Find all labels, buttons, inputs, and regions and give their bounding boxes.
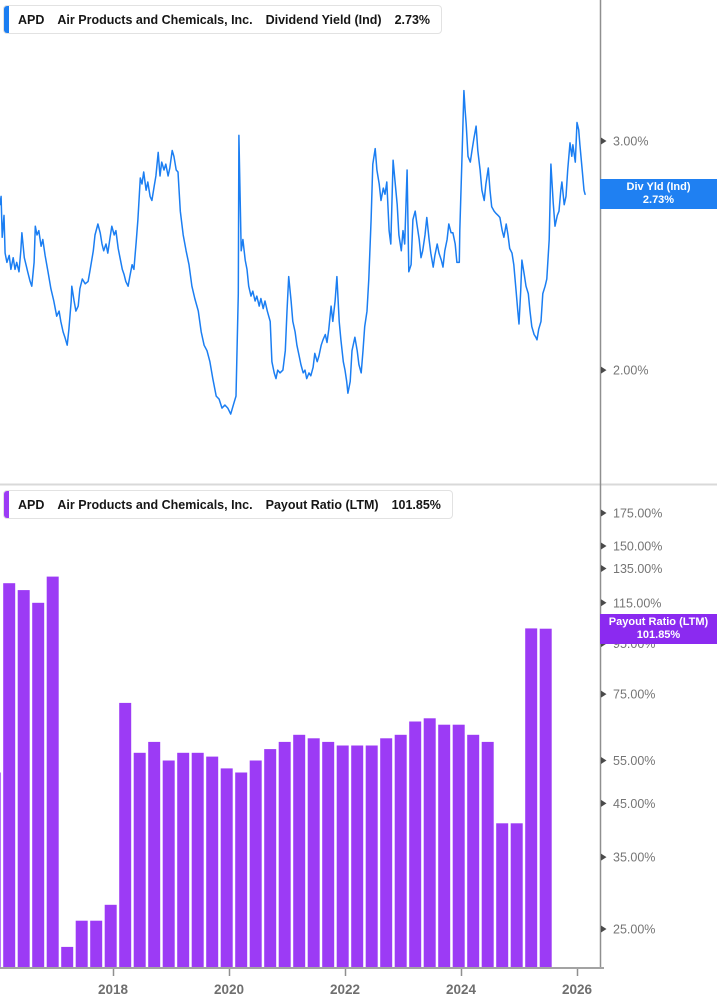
payout-bar-2024-q1 xyxy=(467,734,480,967)
yield-axis-tick-label-2.00%: 2.00% xyxy=(613,364,648,378)
axis-chip-line1: Div Yld (Ind) xyxy=(626,181,691,193)
payout-axis-tick-marker xyxy=(601,509,607,517)
payout-bar-2019-q4 xyxy=(220,768,233,967)
payout-bar-2022-q1 xyxy=(351,745,364,967)
purple-accent-bar xyxy=(4,491,9,518)
payout-axis-tick-marker xyxy=(601,599,607,607)
payout-axis-tick-marker xyxy=(601,853,607,861)
payout-bar-2018-q2 xyxy=(133,752,146,967)
axis-chip-line2: 2.73% xyxy=(642,194,675,206)
yield-axis-tick-marker xyxy=(601,137,607,145)
payout-bar-2024-q4 xyxy=(510,823,523,967)
payout-axis-tick-marker xyxy=(601,799,607,807)
bottom-chart-legend-chip[interactable]: APD Air Products and Chemicals, Inc. Pay… xyxy=(3,490,453,519)
payout-axis-tick-marker xyxy=(601,756,607,764)
year-tick-label-2018: 2018 xyxy=(98,982,129,997)
payout-bar-2025-q1 xyxy=(525,628,538,967)
metric-value: 2.73% xyxy=(394,12,431,27)
payout-bar-2021-q4 xyxy=(336,745,349,967)
year-tick-label-2022: 2022 xyxy=(330,982,360,997)
payout-bar-2015-q4 xyxy=(0,772,1,967)
payout-bar-2022-q4 xyxy=(394,734,407,967)
payout-axis-tick-label-175.00%: 175.00% xyxy=(613,507,662,521)
company-label: Air Products and Chemicals, Inc. xyxy=(57,497,253,512)
ticker-label: APD xyxy=(18,12,45,27)
axis-chip-line1: Payout Ratio (LTM) xyxy=(608,616,709,628)
payout-bar-2024-q3 xyxy=(496,823,509,967)
payout-bar-2022-q2 xyxy=(365,745,378,967)
dividend-yield-series xyxy=(0,89,586,415)
payout-bar-2017-q3 xyxy=(90,920,103,967)
payout-bar-2018-q1 xyxy=(119,702,132,967)
payout-axis-tick-label-75.00%: 75.00% xyxy=(613,688,655,702)
yield-axis-tick-marker xyxy=(601,366,607,374)
blue-accent-bar xyxy=(4,6,9,33)
payout-bar-2016-q4 xyxy=(46,576,59,967)
payout-bar-2018-q4 xyxy=(162,760,175,967)
payout-ratio-axis-chip: Payout Ratio (LTM) 101.85% xyxy=(600,614,717,644)
year-tick-label-2024: 2024 xyxy=(446,982,477,997)
payout-bar-2021-q2 xyxy=(307,738,320,967)
yield-axis-tick-label-3.00%: 3.00% xyxy=(613,135,648,149)
payout-bar-2019-q1 xyxy=(177,752,190,967)
payout-axis-tick-marker xyxy=(601,542,607,550)
axis-chip-line2: 101.85% xyxy=(636,629,681,641)
metric-label: Dividend Yield (Ind) xyxy=(265,12,382,27)
payout-bar-2023-q4 xyxy=(452,724,465,967)
payout-bar-2023-q1 xyxy=(409,721,422,967)
company-label: Air Products and Chemicals, Inc. xyxy=(57,12,253,27)
payout-axis-tick-label-55.00%: 55.00% xyxy=(613,754,655,768)
payout-bar-2025-q2 xyxy=(539,628,552,967)
payout-bar-2016-q3 xyxy=(32,602,45,967)
payout-bar-2018-q3 xyxy=(148,741,161,967)
payout-bar-2016-q1 xyxy=(3,583,16,967)
payout-axis-tick-marker xyxy=(601,564,607,572)
payout-bar-2017-q4 xyxy=(104,904,117,967)
payout-bar-2019-q2 xyxy=(191,752,204,967)
payout-bar-2020-q4 xyxy=(278,741,291,967)
payout-bar-2023-q2 xyxy=(423,718,436,967)
metric-value: 101.85% xyxy=(391,497,441,512)
payout-bar-2017-q2 xyxy=(75,920,88,967)
payout-bar-2023-q3 xyxy=(438,724,451,967)
payout-bar-2020-q2 xyxy=(249,760,262,967)
dividend-yield-line xyxy=(0,89,586,415)
payout-bar-2017-q1 xyxy=(61,946,74,967)
dividend-yield-axis-chip: Div Yld (Ind) 2.73% xyxy=(600,179,717,209)
payout-ratio-bars xyxy=(0,576,552,967)
payout-axis-tick-label-35.00%: 35.00% xyxy=(613,851,655,865)
payout-bar-2019-q3 xyxy=(206,756,219,967)
ticker-label: APD xyxy=(18,497,45,512)
payout-bar-2021-q3 xyxy=(322,741,335,967)
payout-axis-tick-marker xyxy=(601,690,607,698)
year-tick-label-2020: 2020 xyxy=(214,982,244,997)
payout-axis-tick-label-25.00%: 25.00% xyxy=(613,923,655,937)
payout-axis-tick-label-150.00%: 150.00% xyxy=(613,539,662,553)
metric-label: Payout Ratio (LTM) xyxy=(265,497,379,512)
payout-bar-2022-q3 xyxy=(380,738,393,967)
payout-axis-tick-marker xyxy=(601,925,607,933)
payout-bar-2016-q2 xyxy=(17,590,30,967)
payout-bar-2021-q1 xyxy=(293,734,306,967)
payout-axis-tick-label-45.00%: 45.00% xyxy=(613,797,655,811)
top-chart-legend-chip[interactable]: APD Air Products and Chemicals, Inc. Div… xyxy=(3,5,443,34)
year-tick-label-2026: 2026 xyxy=(562,982,593,997)
payout-axis-tick-label-115.00%: 115.00% xyxy=(613,596,661,610)
payout-axis-tick-label-135.00%: 135.00% xyxy=(613,562,662,576)
payout-bar-2024-q2 xyxy=(481,741,494,967)
payout-bar-2020-q1 xyxy=(235,772,248,967)
payout-bar-2020-q3 xyxy=(264,749,277,967)
